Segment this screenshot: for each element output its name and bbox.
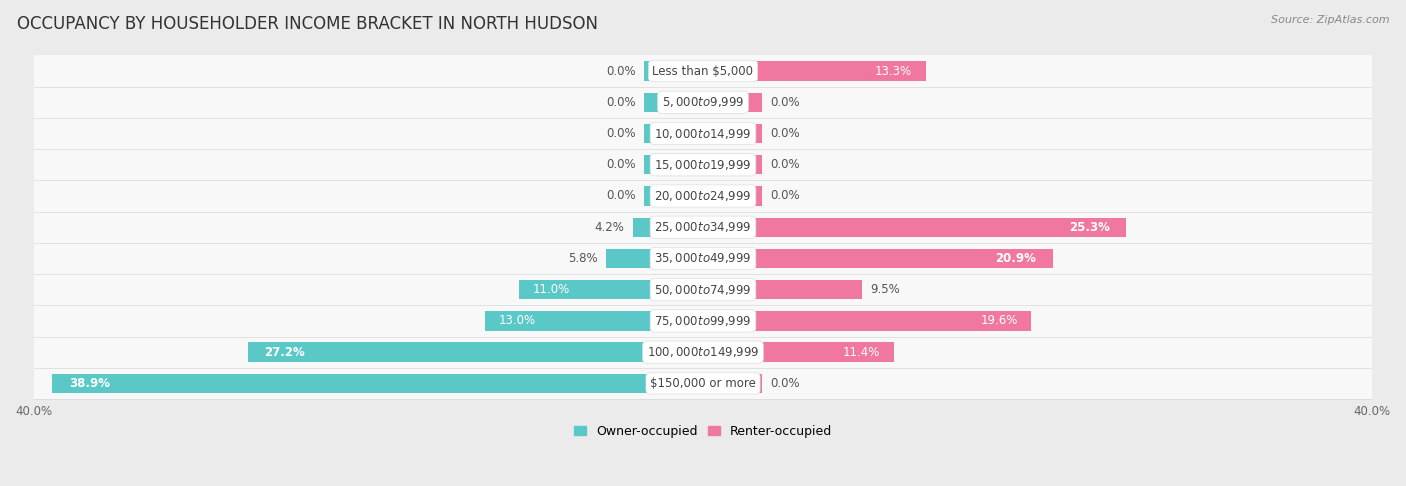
Text: 0.0%: 0.0% xyxy=(770,127,800,140)
Text: 25.3%: 25.3% xyxy=(1069,221,1109,234)
Text: $50,000 to $74,999: $50,000 to $74,999 xyxy=(654,283,752,296)
Text: 4.2%: 4.2% xyxy=(595,221,624,234)
Bar xyxy=(34,336,1372,368)
Bar xyxy=(34,368,1372,399)
Text: 0.0%: 0.0% xyxy=(606,96,636,109)
Bar xyxy=(703,280,862,299)
Bar xyxy=(703,186,762,206)
Bar xyxy=(703,374,762,393)
Bar xyxy=(34,243,1372,274)
Text: 0.0%: 0.0% xyxy=(606,158,636,171)
Bar xyxy=(34,180,1372,211)
Bar xyxy=(703,249,1053,268)
Bar xyxy=(644,124,703,143)
Text: 0.0%: 0.0% xyxy=(770,190,800,203)
Text: $5,000 to $9,999: $5,000 to $9,999 xyxy=(662,95,744,109)
Bar xyxy=(703,311,1031,330)
Bar xyxy=(247,343,703,362)
Text: 0.0%: 0.0% xyxy=(606,65,636,78)
Text: 0.0%: 0.0% xyxy=(770,158,800,171)
Text: 13.3%: 13.3% xyxy=(875,65,912,78)
Text: 0.0%: 0.0% xyxy=(606,127,636,140)
Text: 0.0%: 0.0% xyxy=(606,190,636,203)
Text: 0.0%: 0.0% xyxy=(770,377,800,390)
Bar xyxy=(485,311,703,330)
Text: $150,000 or more: $150,000 or more xyxy=(650,377,756,390)
Bar xyxy=(34,55,1372,87)
Text: 5.8%: 5.8% xyxy=(568,252,598,265)
Bar xyxy=(633,218,703,237)
Bar xyxy=(644,61,703,81)
Text: Less than $5,000: Less than $5,000 xyxy=(652,65,754,78)
Bar xyxy=(703,218,1126,237)
Text: 11.0%: 11.0% xyxy=(533,283,569,296)
Bar xyxy=(519,280,703,299)
Bar xyxy=(52,374,703,393)
Text: $100,000 to $149,999: $100,000 to $149,999 xyxy=(647,345,759,359)
Text: 9.5%: 9.5% xyxy=(870,283,900,296)
Bar xyxy=(34,87,1372,118)
Text: OCCUPANCY BY HOUSEHOLDER INCOME BRACKET IN NORTH HUDSON: OCCUPANCY BY HOUSEHOLDER INCOME BRACKET … xyxy=(17,15,598,33)
Bar xyxy=(703,124,762,143)
Legend: Owner-occupied, Renter-occupied: Owner-occupied, Renter-occupied xyxy=(568,420,838,443)
Text: $15,000 to $19,999: $15,000 to $19,999 xyxy=(654,158,752,172)
Text: $10,000 to $14,999: $10,000 to $14,999 xyxy=(654,126,752,140)
Bar xyxy=(34,211,1372,243)
Text: $35,000 to $49,999: $35,000 to $49,999 xyxy=(654,251,752,265)
Text: Source: ZipAtlas.com: Source: ZipAtlas.com xyxy=(1271,15,1389,25)
Text: 11.4%: 11.4% xyxy=(844,346,880,359)
Text: 20.9%: 20.9% xyxy=(995,252,1036,265)
Bar xyxy=(703,343,894,362)
Bar xyxy=(644,93,703,112)
Bar xyxy=(34,274,1372,305)
Text: 13.0%: 13.0% xyxy=(499,314,536,328)
Bar xyxy=(34,118,1372,149)
Bar xyxy=(644,186,703,206)
Text: 19.6%: 19.6% xyxy=(980,314,1018,328)
Bar xyxy=(703,93,762,112)
Bar xyxy=(606,249,703,268)
Text: $25,000 to $34,999: $25,000 to $34,999 xyxy=(654,220,752,234)
Text: $20,000 to $24,999: $20,000 to $24,999 xyxy=(654,189,752,203)
Bar xyxy=(644,155,703,174)
Bar xyxy=(34,305,1372,336)
Text: 38.9%: 38.9% xyxy=(69,377,110,390)
Bar xyxy=(703,61,925,81)
Bar xyxy=(34,149,1372,180)
Text: $75,000 to $99,999: $75,000 to $99,999 xyxy=(654,314,752,328)
Text: 0.0%: 0.0% xyxy=(770,96,800,109)
Bar xyxy=(703,155,762,174)
Text: 27.2%: 27.2% xyxy=(264,346,305,359)
